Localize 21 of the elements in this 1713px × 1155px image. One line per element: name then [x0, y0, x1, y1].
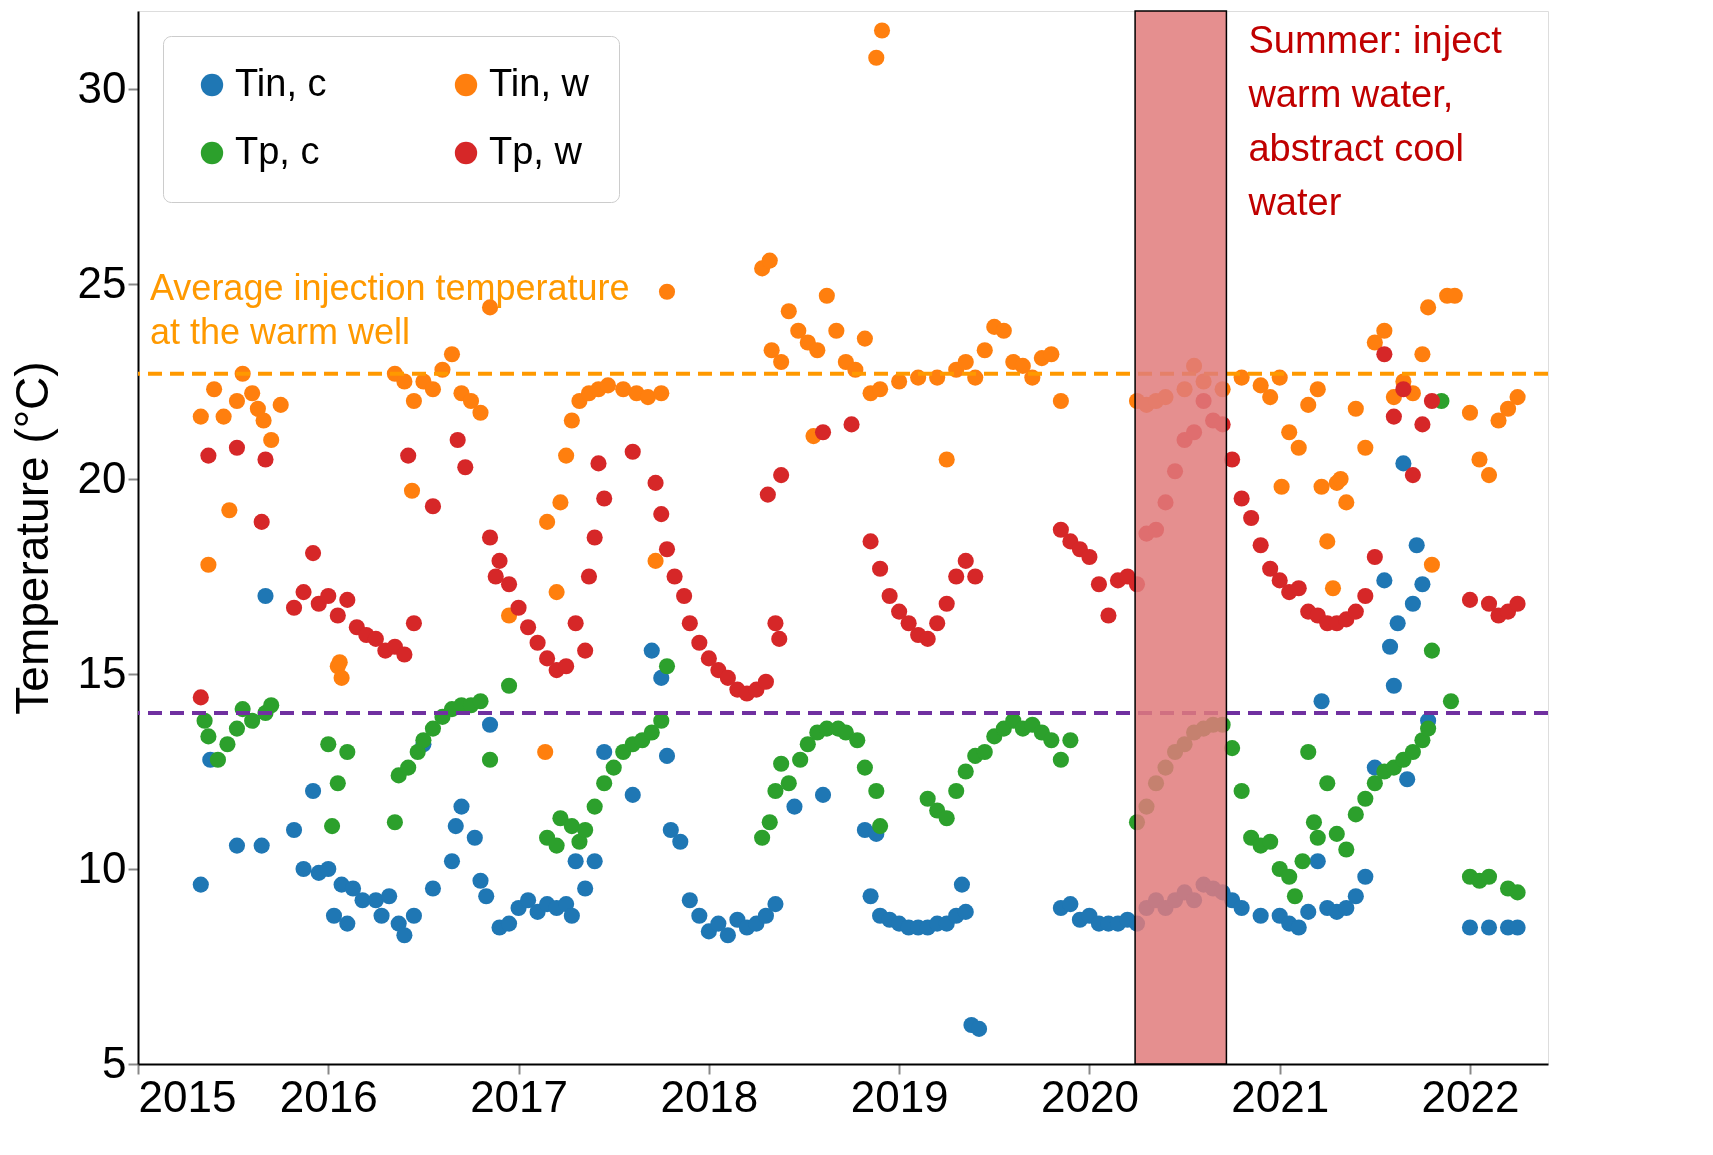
x-tick-label: 2022 [1421, 1071, 1520, 1121]
x-tick-label: 2020 [1040, 1071, 1139, 1121]
x-tick-label: 2021 [1231, 1071, 1330, 1121]
x-tick-label: 2019 [850, 1071, 949, 1121]
legend-label: Tp, w [489, 130, 583, 172]
x-tick-label: 2016 [279, 1071, 378, 1121]
legend-label: Tin, w [489, 62, 590, 104]
x-tick-label: 2018 [660, 1071, 759, 1121]
ref-line-label: Average injection temperature at the warm well [150, 266, 630, 352]
y-tick-label: 25 [77, 257, 127, 307]
y-tick-label: 30 [77, 62, 127, 112]
legend-label: Tp, c [235, 130, 320, 172]
x-tick-label: 2015 [138, 1071, 237, 1121]
band-label: Summer: inject warm water, abstract cool water [1247, 19, 1503, 223]
x-tick-label: 2017 [470, 1071, 569, 1121]
y-tick-label: 5 [102, 1037, 127, 1087]
y-tick-label: 10 [77, 842, 127, 892]
y-tick-label: 15 [77, 647, 127, 697]
legend-label: Tin, c [235, 62, 327, 104]
y-tick-label: 20 [77, 452, 127, 502]
y-axis-title: Temperature (°C) [5, 361, 58, 715]
